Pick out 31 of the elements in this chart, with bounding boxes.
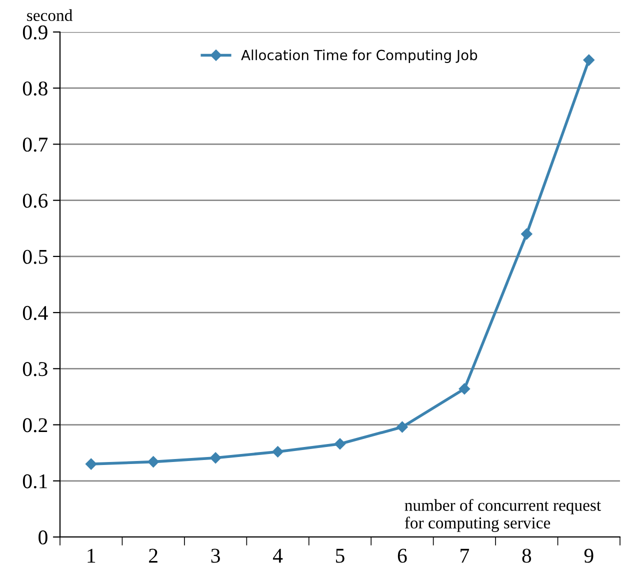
- point: [521, 228, 532, 240]
- legend-label: Allocation Time for Computing Job: [241, 50, 478, 63]
- point: [148, 456, 159, 468]
- y-tick-label: 0.1: [22, 474, 47, 488]
- y-tick-label: 0.4: [22, 306, 48, 320]
- x-tick-label: 9: [584, 548, 594, 563]
- x-tick-label: 3: [211, 548, 220, 563]
- y-tick-label: 0.9: [22, 25, 48, 40]
- x-tick-label: 2: [149, 548, 158, 563]
- y-tick-label: 0.3: [22, 362, 48, 376]
- y-tick-label: 0.6: [22, 194, 48, 208]
- point: [396, 421, 408, 433]
- point: [583, 54, 594, 66]
- y-tick-label: 0.8: [22, 81, 48, 96]
- point: [458, 383, 470, 394]
- point: [334, 438, 346, 450]
- point: [272, 446, 284, 458]
- y-tick-label: 0.7: [22, 138, 48, 152]
- x-tick-label: 8: [522, 548, 532, 563]
- x-axis-title: number of concurrent request for computing service: [404, 498, 601, 532]
- x-tick-label: 5: [336, 548, 344, 563]
- x-tick-label: 6: [398, 548, 407, 563]
- y-tick-label: 0.2: [22, 418, 48, 432]
- y-axis-title: second: [27, 9, 72, 22]
- x-tick-label: 1: [88, 548, 96, 563]
- x-tick-label: 4: [272, 548, 283, 563]
- point: [210, 452, 222, 464]
- y-tick-label: 0: [38, 530, 48, 544]
- x-tick-label: 7: [460, 548, 470, 563]
- y-tick-label: 0.5: [22, 250, 48, 264]
- point: [86, 458, 97, 470]
